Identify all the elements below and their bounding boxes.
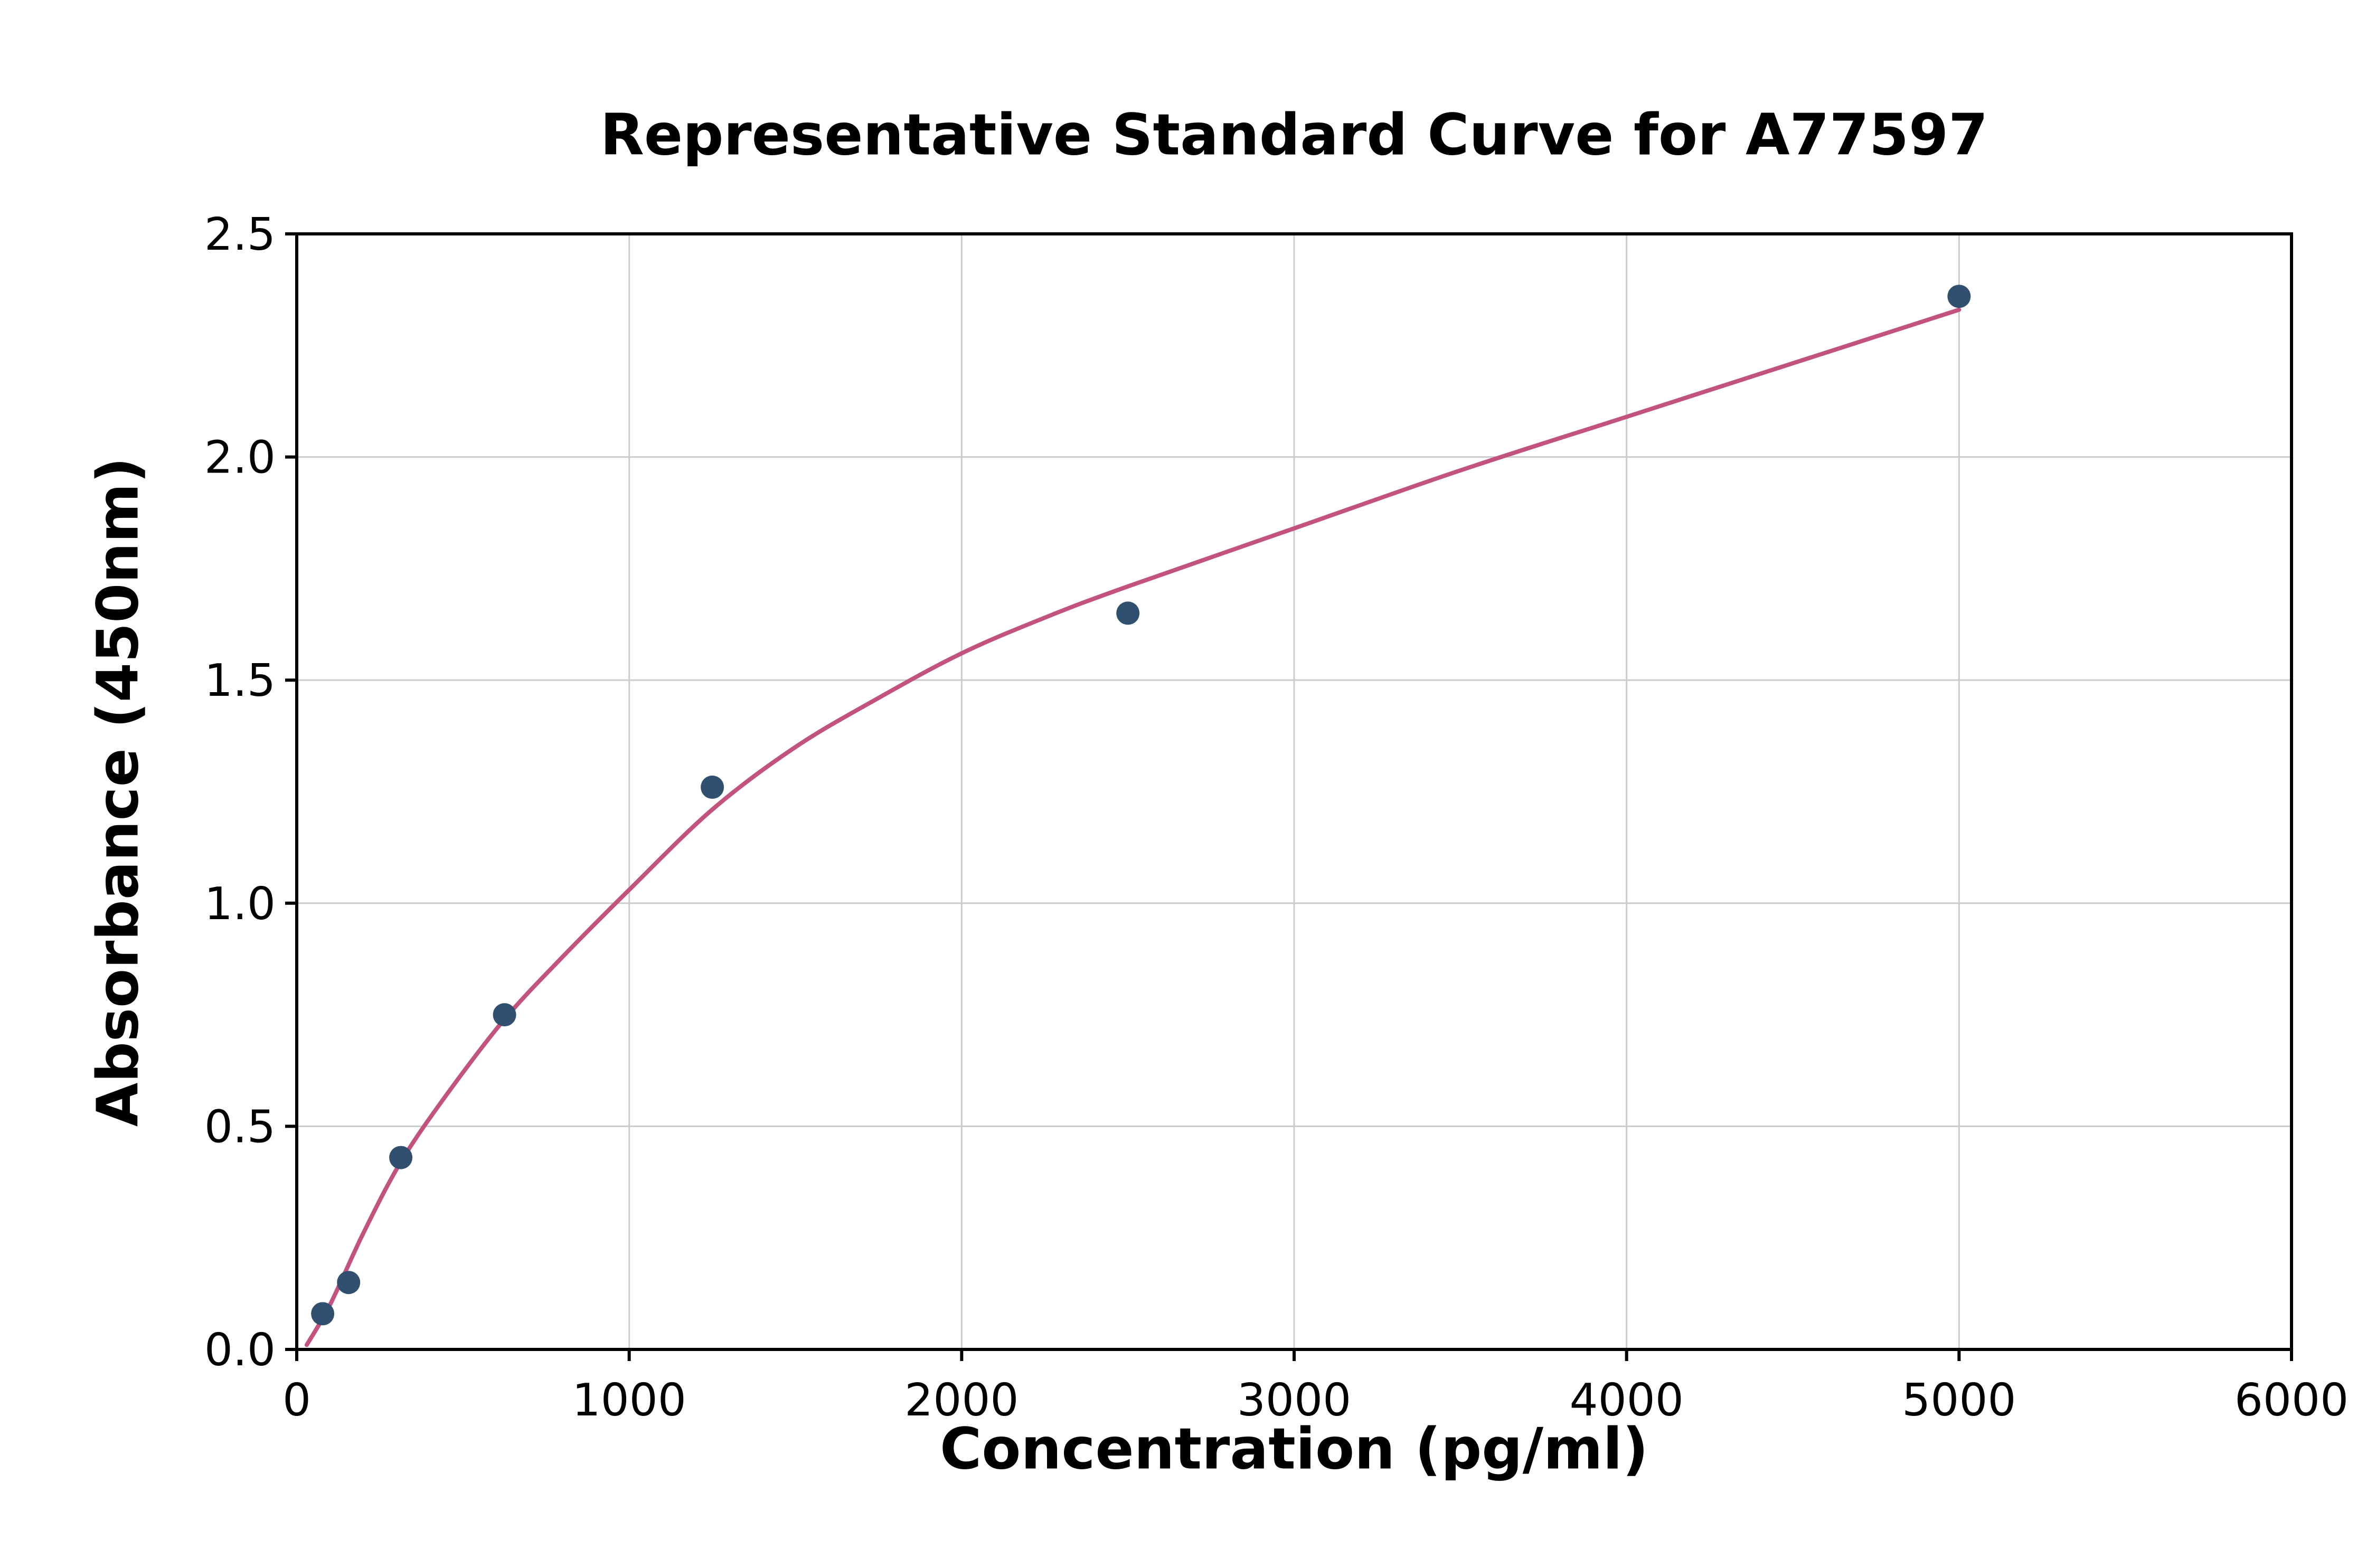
y-tick-label: 1.5: [204, 655, 276, 707]
y-tick-label: 2.5: [204, 209, 276, 261]
x-tick-label: 1000: [572, 1374, 686, 1427]
y-tick-label: 0.0: [204, 1324, 276, 1376]
x-tick-label: 0: [282, 1374, 311, 1427]
x-tick-label: 6000: [2234, 1374, 2349, 1427]
data-point: [337, 1271, 361, 1295]
x-tick-label: 3000: [1237, 1374, 1351, 1427]
data-point: [1116, 601, 1140, 625]
y-tick-label: 2.0: [204, 432, 276, 484]
y-tick-label: 0.5: [204, 1101, 276, 1153]
x-tick-label: 5000: [1902, 1374, 2016, 1427]
fitted-curve: [304, 307, 1962, 1347]
x-axis-label: Concentration (pg/ml): [940, 1416, 1648, 1482]
x-tick-label: 4000: [1570, 1374, 1684, 1427]
data-point: [311, 1302, 335, 1326]
y-tick-label: 1.0: [204, 878, 276, 930]
data-point: [493, 1003, 516, 1027]
x-tick-label: 2000: [904, 1374, 1019, 1427]
data-point: [389, 1146, 413, 1169]
chart-title: Representative Standard Curve for A77597: [600, 102, 1988, 168]
data-point: [1947, 285, 1971, 308]
data-point: [701, 776, 724, 799]
